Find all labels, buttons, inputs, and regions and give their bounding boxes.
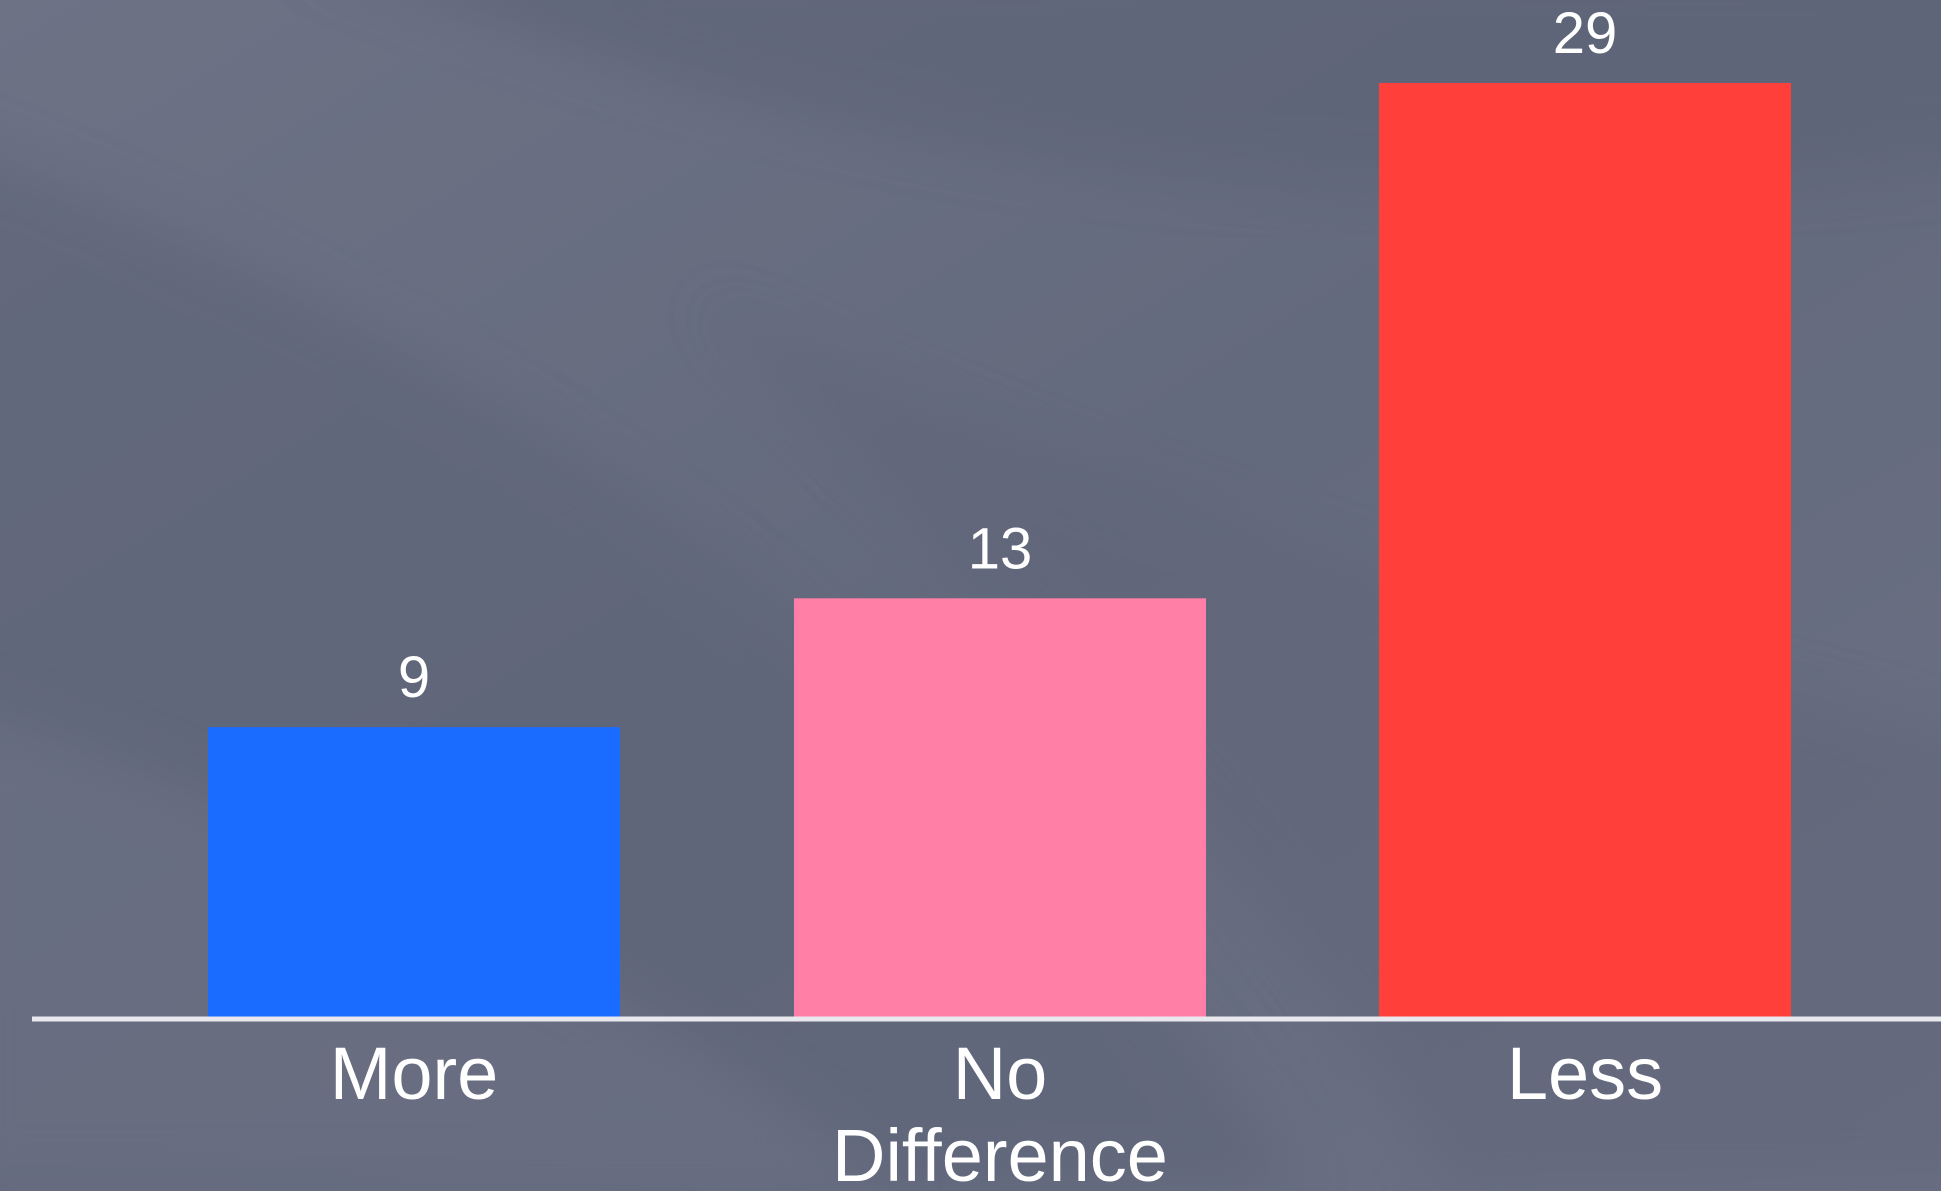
- category-label: More: [330, 1032, 499, 1115]
- category-label: Difference: [832, 1114, 1168, 1191]
- category-label: Less: [1507, 1032, 1663, 1115]
- bars-group: [208, 83, 1791, 1017]
- bar-value-label: 29: [1553, 1, 1618, 66]
- bar: [1379, 83, 1791, 1017]
- value-labels-group: 9 13 29: [398, 1, 1617, 710]
- bar: [208, 727, 620, 1017]
- bar-value-label: 13: [968, 516, 1033, 581]
- bar: [794, 598, 1206, 1017]
- bar-value-label: 9: [398, 645, 430, 710]
- category-label: No: [953, 1032, 1048, 1115]
